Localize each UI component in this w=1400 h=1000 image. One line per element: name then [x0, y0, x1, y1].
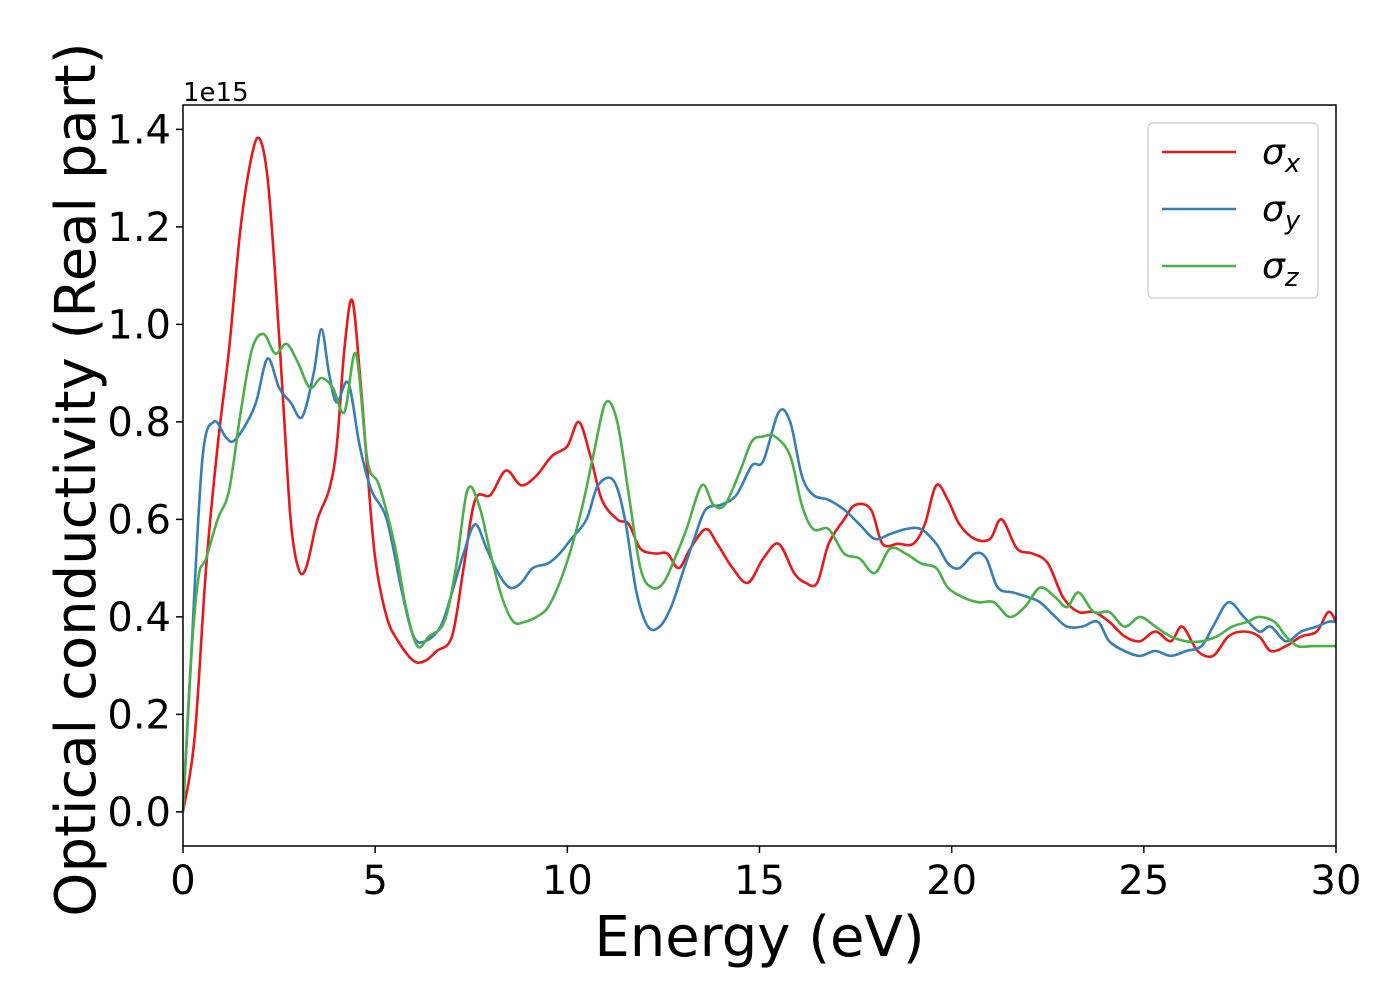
- x-axis: 0 5 10 15 20 25 30: [170, 846, 1361, 904]
- x-tick-label: 25: [1118, 858, 1169, 904]
- y-tick-label: 1.0: [107, 302, 171, 348]
- y-axis-label: Optical conductivity (Real part): [44, 42, 109, 916]
- y-axis: 0.0 0.2 0.4 0.6 0.8 1.0 1.2 1.4: [107, 107, 183, 836]
- x-tick-label: 20: [926, 858, 977, 904]
- x-tick-label: 15: [734, 858, 785, 904]
- legend-label-x: σx: [1262, 132, 1301, 179]
- y-tick-label: 1.4: [107, 107, 171, 153]
- x-axis-label: Energy (eV): [594, 905, 924, 970]
- series-line-y: [181, 328, 1337, 812]
- x-tick-label: 30: [1311, 858, 1362, 904]
- y-tick-label: 0.4: [107, 595, 171, 641]
- series-lines: [181, 136, 1338, 813]
- legend: σx σy σz: [1147, 122, 1319, 299]
- x-tick-label: 10: [542, 858, 593, 904]
- y-tick-label: 0.8: [107, 400, 171, 446]
- y-tick-label: 1.2: [107, 205, 171, 251]
- x-tick-label: 5: [362, 858, 387, 904]
- y-tick-label: 0.0: [107, 790, 171, 836]
- legend-label-y: σy: [1262, 189, 1301, 236]
- x-tick-label: 0: [170, 858, 195, 904]
- y-offset-text: 1e15: [183, 78, 249, 108]
- legend-label-z: σz: [1262, 246, 1300, 293]
- legend-box: [1147, 122, 1319, 299]
- series-line-x: [181, 136, 1338, 813]
- series-line-z: [181, 332, 1336, 812]
- y-tick-label: 0.6: [107, 497, 171, 543]
- y-tick-label: 0.2: [107, 692, 171, 738]
